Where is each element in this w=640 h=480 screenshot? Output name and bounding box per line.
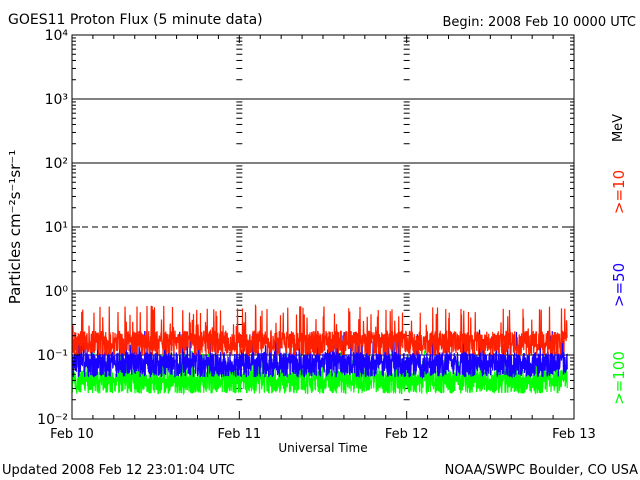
x-tick-label: Feb 12 xyxy=(385,427,429,442)
source-credit: NOAA/SWPC Boulder, CO USA xyxy=(445,463,638,478)
y-tick-label: 10³ xyxy=(45,92,68,108)
y-tick-label: 10² xyxy=(45,156,68,172)
legend-series-10: >=10 xyxy=(610,170,628,214)
series-layer xyxy=(71,303,568,396)
legend-series-100: >=100 xyxy=(610,351,628,405)
series-line-10 xyxy=(71,303,568,357)
updated-timestamp: Updated 2008 Feb 12 23:01:04 UTC xyxy=(2,463,235,478)
y-tick-label: 10⁰ xyxy=(45,284,69,300)
y-tick-label: 10¹ xyxy=(45,220,68,236)
x-axis-ticks: Feb 10 Feb 11 Feb 12 Feb 13 xyxy=(50,35,596,442)
series-line-50 xyxy=(71,329,568,380)
y-tick-label: 10⁻² xyxy=(37,412,68,428)
y-tick-label: 10⁴ xyxy=(45,28,69,44)
y-axis-label: Particles cm⁻²s⁻¹sr⁻¹ xyxy=(6,150,24,304)
y-tick-label: 10⁻¹ xyxy=(37,348,68,364)
series-line-100 xyxy=(71,349,568,396)
legend-unit: MeV xyxy=(611,114,626,142)
legend-series-50: >=50 xyxy=(610,263,628,307)
y-axis-ticks: 10⁻² 10⁻¹ 10⁰ 10¹ 10² 10³ 10⁴ xyxy=(37,28,574,428)
x-axis-label: Universal Time xyxy=(278,441,367,455)
x-tick-label: Feb 11 xyxy=(217,427,261,442)
begin-label: Begin: 2008 Feb 10 0000 UTC xyxy=(442,15,636,30)
x-tick-label: Feb 13 xyxy=(552,427,596,442)
x-tick-label: Feb 10 xyxy=(50,427,94,442)
chart-title: GOES11 Proton Flux (5 minute data) xyxy=(8,12,263,28)
